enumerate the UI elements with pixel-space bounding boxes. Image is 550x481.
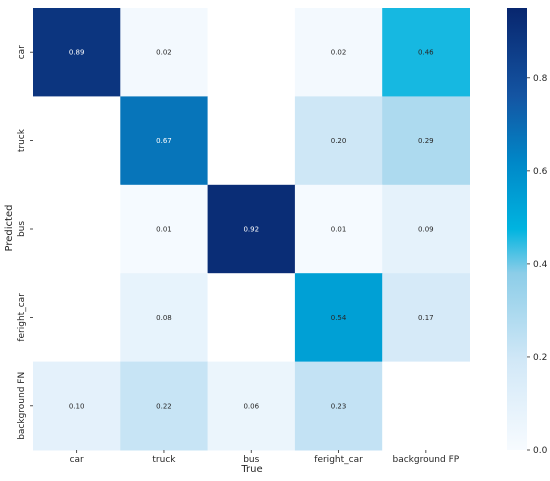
cell-value-label: 0.20 xyxy=(331,137,347,145)
y-tick-label: background FN xyxy=(17,372,27,440)
colorbar-ticks: 0.0 0.2 0.4 0.6 0.8 xyxy=(527,74,548,456)
heatmap-cell xyxy=(33,184,121,274)
heatmap-cell xyxy=(294,361,383,451)
y-axis-title: Predicted xyxy=(4,205,15,252)
x-axis-title: True xyxy=(240,464,262,475)
colorbar-tick-label: 0.8 xyxy=(533,74,548,84)
y-tick-labels: car truck bus feright_car background FN xyxy=(17,45,33,440)
cell-value-label: 0.17 xyxy=(418,314,434,322)
cell-value-label: 0.01 xyxy=(156,226,172,234)
heatmap-cell xyxy=(120,273,209,363)
heatmap-cell xyxy=(120,96,209,186)
heatmap-cell xyxy=(207,361,296,451)
heatmap-cell xyxy=(120,361,209,451)
cell-value-label: 0.02 xyxy=(331,49,347,57)
heatmap-cell xyxy=(382,184,470,274)
cell-value-label: 0.01 xyxy=(331,226,347,234)
colorbar-tick-label: 0.6 xyxy=(533,167,548,177)
cell-value-label: 0.22 xyxy=(156,402,172,410)
heatmap-cell xyxy=(120,184,209,274)
colorbar-tick-label: 0.2 xyxy=(533,353,547,363)
cell-value-label: 0.29 xyxy=(418,137,434,145)
heatmap-cell xyxy=(207,96,296,186)
y-tick-label: bus xyxy=(17,221,27,237)
cell-value-label: 0.06 xyxy=(243,402,259,410)
heatmap-cell xyxy=(294,273,383,363)
x-tick-label: car xyxy=(70,455,84,465)
heatmap-cell xyxy=(33,361,121,451)
cell-value-label: 0.23 xyxy=(331,402,347,410)
cell-value-label: 0.10 xyxy=(69,402,85,410)
cell-value-label: 0.54 xyxy=(331,314,347,322)
cell-value-label: 0.02 xyxy=(156,49,172,57)
heatmap-cell xyxy=(382,96,470,186)
cell-value-label: 0.08 xyxy=(156,314,172,322)
colorbar-tick-label: 0.0 xyxy=(533,446,548,456)
heatmap-cell xyxy=(33,96,121,186)
heatmap-cell xyxy=(382,8,470,97)
cell-value-label: 0.09 xyxy=(418,226,434,234)
heatmap-cell xyxy=(207,273,296,363)
cell-value-label: 0.92 xyxy=(243,226,259,234)
x-tick-label: feright_car xyxy=(314,455,363,465)
y-tick-label: truck xyxy=(17,128,27,152)
y-tick-label: feright_car xyxy=(17,293,27,342)
heatmap-cell xyxy=(294,184,383,274)
x-tick-label: truck xyxy=(152,455,176,465)
heatmap-cell xyxy=(207,8,296,97)
cell-value-label: 0.67 xyxy=(156,137,172,145)
cell-value-label: 0.89 xyxy=(69,49,85,57)
cell-value-label: 0.46 xyxy=(418,49,434,57)
colorbar xyxy=(507,8,527,450)
heatmap-cell xyxy=(382,273,470,363)
heatmap-cell xyxy=(33,273,121,363)
x-tick-label: background FP xyxy=(392,455,459,465)
heatmap-cell xyxy=(382,361,470,451)
y-tick-label: car xyxy=(17,45,27,59)
heatmap-cell xyxy=(294,8,383,97)
heatmap-cell xyxy=(120,8,209,97)
heatmap-cell xyxy=(207,184,296,274)
heatmap-cells: 0.89 0.02 0.02 0.46 0.67 0.20 0.29 0.01 0.92 0.01… xyxy=(33,8,470,451)
x-tick-labels: car truck bus feright_car background FP xyxy=(70,450,460,465)
x-tick-label: bus xyxy=(243,455,259,465)
colorbar-tick-label: 0.4 xyxy=(533,260,548,270)
heatmap-cell xyxy=(33,8,121,97)
heatmap-cell xyxy=(294,96,383,186)
